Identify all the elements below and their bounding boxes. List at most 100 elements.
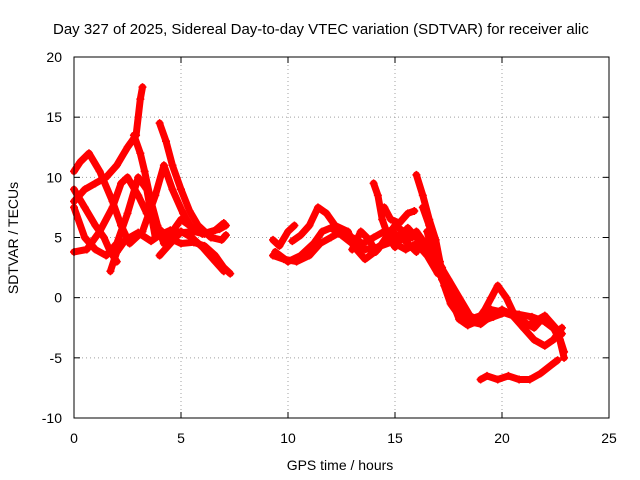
data-point-marker	[168, 227, 177, 236]
data-point-marker	[80, 203, 89, 212]
data-point-marker	[102, 251, 111, 260]
data-point-marker	[412, 247, 421, 256]
data-point-marker	[386, 215, 395, 224]
data-point-marker	[117, 179, 126, 188]
data-point-marker	[455, 293, 464, 302]
series-track-13	[288, 203, 416, 263]
data-series	[70, 83, 569, 384]
x-axis-label: GPS time / hours	[287, 457, 394, 473]
data-point-marker	[177, 215, 185, 224]
data-point-marker	[378, 239, 387, 248]
data-point-marker	[309, 239, 318, 248]
data-point-marker	[288, 237, 297, 246]
data-point-marker	[369, 179, 378, 188]
data-point-marker	[515, 375, 524, 384]
data-point-marker	[348, 245, 357, 254]
data-point-marker	[391, 243, 399, 252]
data-point-marker	[318, 227, 327, 236]
data-point-marker	[177, 239, 185, 248]
data-point-marker	[508, 311, 517, 320]
data-point-marker	[138, 83, 147, 92]
data-point-marker	[108, 203, 117, 212]
data-point-marker	[487, 305, 496, 314]
series-track-11	[269, 222, 298, 250]
data-point-marker	[305, 251, 314, 260]
data-point-marker	[226, 269, 235, 278]
data-point-marker	[378, 215, 387, 224]
data-point-marker	[373, 191, 382, 200]
y-tick-label: -10	[42, 410, 62, 426]
data-point-marker	[446, 293, 455, 302]
data-point-marker	[147, 197, 156, 206]
x-tick-label: 0	[70, 430, 78, 446]
data-point-marker	[493, 281, 502, 290]
data-point-marker	[134, 173, 143, 182]
data-point-marker	[296, 231, 305, 240]
data-point-marker	[420, 243, 429, 252]
data-point-marker	[423, 227, 432, 236]
data-point-marker	[275, 241, 284, 250]
y-tick-label: 5	[54, 230, 62, 246]
data-point-marker	[410, 207, 419, 216]
data-point-marker	[177, 185, 185, 194]
data-point-marker	[134, 228, 143, 237]
data-point-marker	[91, 179, 100, 188]
data-point-marker	[123, 209, 132, 218]
data-point-marker	[185, 221, 194, 230]
data-point-marker	[322, 209, 331, 218]
data-point-marker	[455, 311, 464, 320]
data-point-marker	[136, 149, 145, 158]
data-point-marker	[540, 311, 549, 320]
x-tick-label: 15	[387, 430, 403, 446]
data-point-marker	[444, 275, 453, 284]
data-point-marker	[560, 353, 569, 362]
data-point-marker	[112, 161, 121, 170]
data-point-marker	[557, 323, 566, 332]
data-point-marker	[530, 323, 539, 332]
data-point-marker	[356, 227, 365, 236]
data-point-marker	[530, 335, 539, 344]
data-point-marker	[187, 233, 196, 242]
data-point-marker	[102, 173, 111, 182]
data-point-marker	[80, 233, 89, 242]
data-point-marker	[269, 235, 278, 244]
data-point-marker	[221, 221, 230, 230]
data-point-marker	[123, 143, 132, 152]
data-point-marker	[487, 293, 496, 302]
data-point-marker	[84, 149, 93, 158]
y-tick-label: 20	[46, 49, 62, 65]
data-point-marker	[290, 221, 299, 230]
data-point-marker	[403, 223, 412, 232]
data-point-marker	[403, 239, 412, 248]
data-point-marker	[476, 311, 485, 320]
data-point-marker	[493, 375, 502, 384]
y-tick-label: 10	[46, 169, 62, 185]
data-point-marker	[527, 312, 536, 321]
x-tick-label: 10	[280, 430, 296, 446]
data-point-marker	[211, 257, 220, 266]
data-point-marker	[476, 375, 485, 384]
data-point-marker	[412, 233, 421, 242]
data-point-marker	[194, 221, 203, 230]
y-axis-ticks: -10 -5 0 5 10 15 20	[42, 49, 609, 426]
x-tick-label: 5	[177, 430, 185, 446]
data-point-marker	[337, 231, 346, 240]
data-point-marker	[185, 207, 194, 216]
data-point-marker	[371, 247, 380, 256]
data-point-marker	[553, 356, 562, 365]
data-point-marker	[547, 361, 556, 370]
data-point-marker	[384, 233, 393, 242]
y-tick-label: 15	[46, 109, 62, 125]
data-point-marker	[555, 335, 564, 344]
data-point-marker	[179, 209, 188, 218]
data-point-marker	[284, 227, 292, 236]
data-point-marker	[95, 227, 104, 236]
data-point-marker	[504, 371, 513, 380]
data-point-marker	[540, 341, 549, 350]
data-point-marker	[536, 369, 545, 378]
data-point-marker	[155, 251, 164, 260]
data-point-marker	[155, 119, 164, 128]
data-point-marker	[429, 251, 438, 260]
data-point-marker	[489, 312, 498, 321]
data-point-marker	[123, 173, 132, 182]
